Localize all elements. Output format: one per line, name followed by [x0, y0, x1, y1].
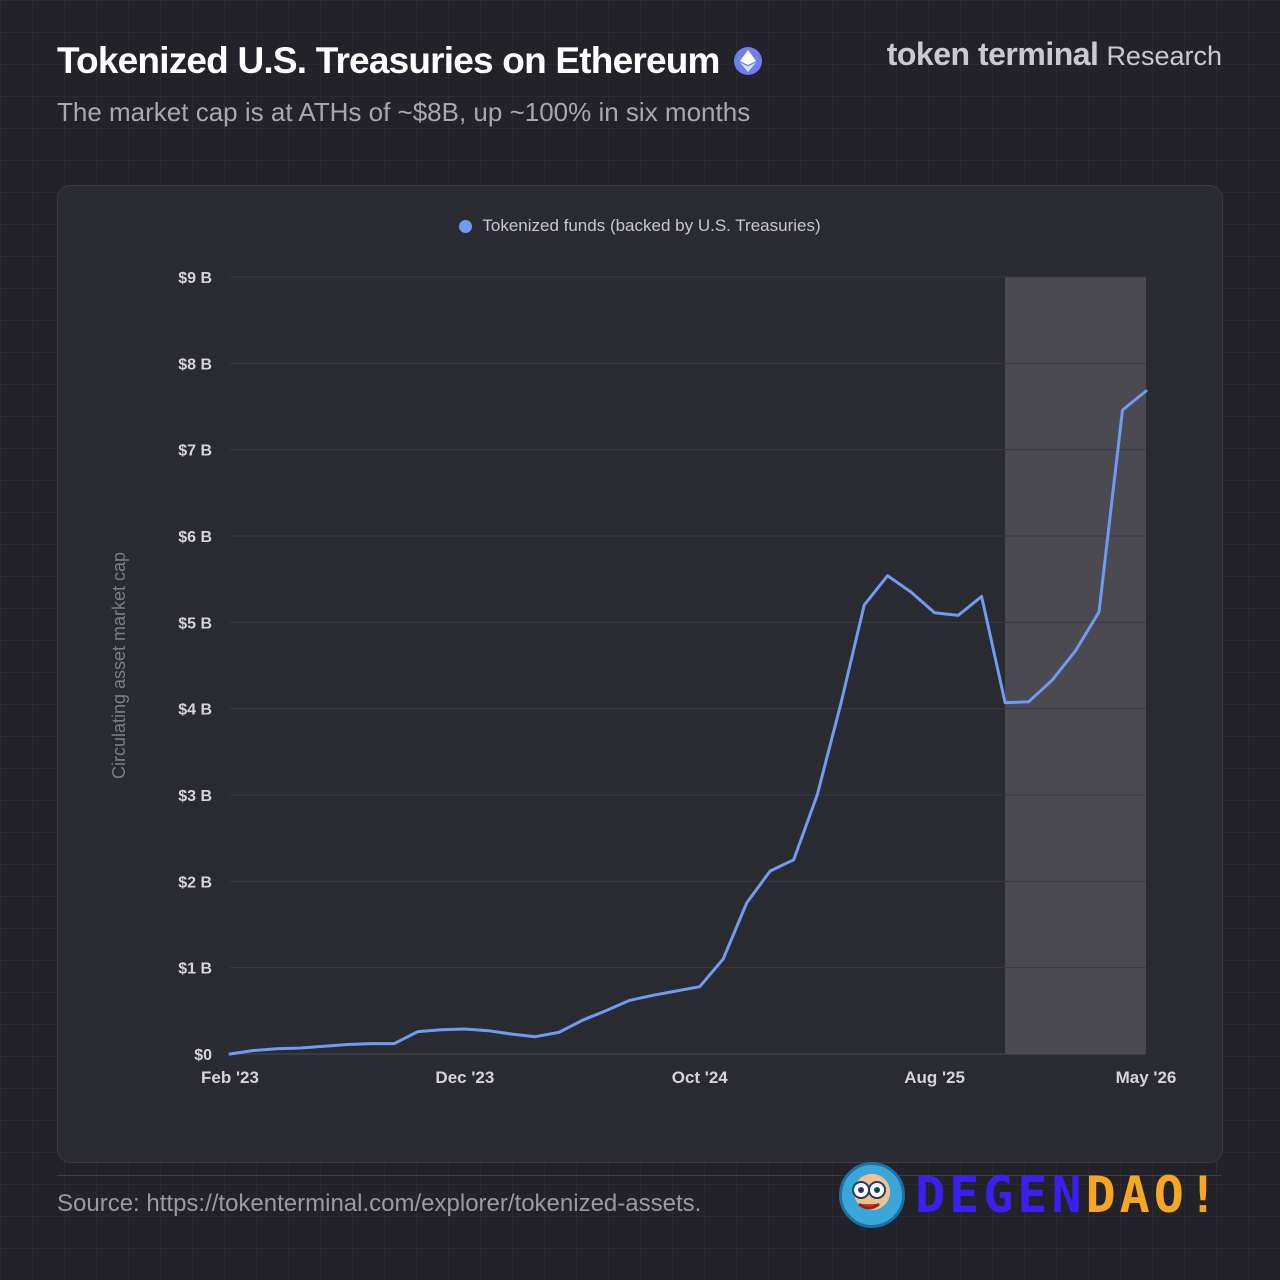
watermark-text: DEGENDAO! — [915, 1166, 1222, 1224]
highlight-region — [1005, 277, 1146, 1054]
brand-name: token terminal — [886, 36, 1099, 72]
x-tick-label: Oct '24 — [672, 1068, 729, 1087]
chart-subtitle: The market cap is at ATHs of ~$8B, up ~1… — [57, 97, 751, 127]
x-tick-label: Feb '23 — [201, 1068, 259, 1087]
y-tick-label: $4 B — [178, 702, 212, 719]
chart-card: Tokenized funds (backed by U.S. Treasuri… — [57, 185, 1223, 1163]
chart-title: Tokenized U.S. Treasuries on Ethereum — [57, 40, 762, 82]
y-tick-label: $1 B — [178, 961, 212, 978]
mascot-avatar-icon — [839, 1162, 906, 1228]
x-tick-label: Aug '25 — [904, 1068, 965, 1087]
y-tick-label: $7 B — [178, 443, 212, 460]
y-axis-label: Circulating asset market cap — [109, 552, 129, 779]
footer-divider — [57, 1175, 1221, 1176]
ethereum-icon — [733, 47, 762, 75]
degendao-watermark: DEGENDAO! — [839, 1162, 1222, 1228]
y-tick-label: $3 B — [178, 788, 212, 805]
legend-marker — [459, 219, 473, 233]
x-tick-label: May '26 — [1116, 1068, 1177, 1087]
x-tick-label: Dec '23 — [435, 1068, 494, 1087]
chart-legend: Tokenized funds (backed by U.S. Treasuri… — [58, 216, 1222, 236]
legend-label: Tokenized funds (backed by U.S. Treasuri… — [482, 216, 821, 235]
brand-research: Research — [1106, 41, 1222, 71]
source-note: Source: https://tokenterminal.com/explor… — [57, 1190, 702, 1217]
y-tick-label: $6 B — [178, 529, 212, 546]
brand-logo: token terminal Research — [887, 36, 1222, 73]
line-chart: $0 $1 B $2 B $3 B $4 B $5 B $6 B $7 B $8 B $9 B Fe… — [109, 270, 1177, 1087]
y-tick-label: $8 B — [178, 356, 212, 373]
y-tick-label: $9 B — [178, 270, 212, 287]
y-tick-label: $0 — [194, 1047, 212, 1064]
y-tick-label: $2 B — [178, 874, 212, 891]
y-tick-label: $5 B — [178, 615, 212, 632]
chart-title-text: Tokenized U.S. Treasuries on Ethereum — [57, 40, 720, 81]
series-line — [228, 389, 1148, 1056]
